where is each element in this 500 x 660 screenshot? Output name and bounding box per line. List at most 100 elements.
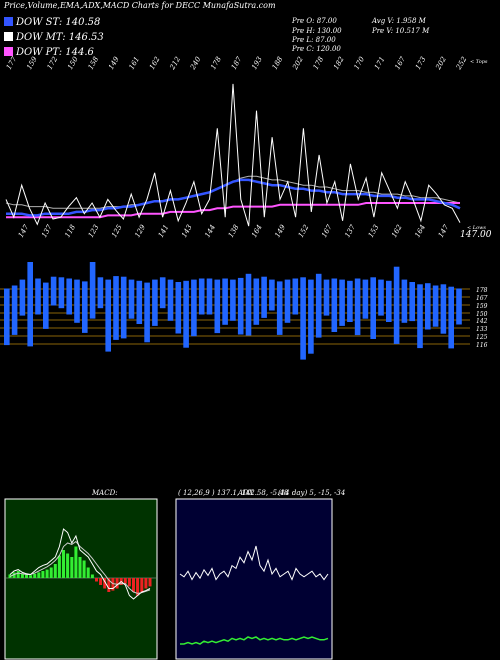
macd-histogram-bar [148,578,152,587]
volume-bar [206,278,213,315]
volume-tick-label: 178 [476,287,488,294]
top-tick-label: 202 [434,55,448,72]
stat-prev-open: Pre O: 87.00 [292,17,337,25]
low-tick-label: 153 [367,223,381,239]
top-tick-label: 159 [25,55,39,71]
volume-bar [401,279,408,323]
stat-prev-high: Pre H: 130.00 [292,27,342,35]
macd-signal-line [9,540,151,594]
volume-bar [198,278,205,315]
low-tick-label: 164 [413,223,427,239]
volume-bar [152,279,158,326]
volume-bar [261,276,267,318]
stat-prev-close: Pre C: 120.00 [292,45,341,53]
legend-label: DOW PT: 144.6 [16,47,94,58]
volume-bar [4,288,10,346]
macd-histogram-bar [111,578,115,591]
volume-bar [432,285,439,327]
low-tick-label: 125 [110,223,124,239]
volume-bar [222,278,228,325]
lows-side-label: < Lows [467,225,486,231]
volume-bar [136,280,143,324]
macd-histogram-bar [53,564,57,578]
volume-bar [89,262,96,319]
legend-item-dow-pt: DOW PT: 144.6 [4,47,94,59]
top-tick-label: 158 [87,55,101,71]
stat-prev-volume: Pre V: 10.517 M [372,27,430,35]
low-tick-label: 137 [343,223,357,239]
volume-tick-label: 125 [476,334,488,341]
volume-tick-label: 116 [476,342,488,349]
volume-bar [27,262,33,347]
volume-bar [237,277,244,335]
low-tick-label: 118 [63,223,77,239]
top-tick-label: 202 [291,55,305,72]
volume-bar [269,279,275,311]
top-tick-label: 173 [414,55,428,71]
macd-histogram-bar [103,578,107,589]
low-tick-label: 164 [250,223,264,239]
volume-bar [191,279,197,337]
macd-line [9,528,151,600]
macd-histogram-bar [107,578,111,592]
ema-long-line [6,202,460,219]
volume-bar [448,286,454,349]
volume-bar [43,282,49,329]
low-tick-label: 144 [203,223,217,239]
low-tick-label: 141 [157,223,171,239]
low-tick-label: 129 [133,223,147,239]
volume-bar [120,276,127,339]
macd-histogram-bar [45,569,49,578]
volume-bar [386,280,392,322]
macd-histogram-bar [140,578,144,592]
volume-bar [308,279,314,354]
volume-bar [339,279,345,326]
adx-params: (14 day) 5, -15, -34 [278,489,346,497]
volume-bar [456,288,462,325]
macd-histogram-bar [95,578,98,582]
macd-histogram-bar [86,567,90,578]
macd-histogram-bar [74,546,78,578]
volume-tick-label: 167 [476,295,488,302]
volume-bar [82,281,88,333]
macd-label: MACD: [92,489,118,497]
low-tick-label: 152 [297,223,311,239]
macd-histogram-bar [33,573,37,578]
volume-bar [245,273,252,336]
chart-title: Price,Volume,EMA,ADX,MACD Charts for DEC… [4,1,276,10]
macd-histogram-bar [16,571,20,578]
macd-histogram-bar [25,574,28,578]
volume-tick-label: 142 [476,318,488,325]
legend-swatch-blue [4,17,13,26]
price-line [5,83,461,227]
tops-side-label: < Tops [470,59,488,65]
top-tick-label: 187 [230,55,244,71]
macd-histogram-bar [115,578,119,589]
stat-avg-volume: Avg V: 1.958 M [372,17,426,25]
volume-bar [409,282,415,322]
low-tick-label: 123 [87,223,101,239]
macd-histogram-bar [78,557,82,578]
volume-bar [58,277,65,309]
macd-histogram-bar [37,572,41,578]
top-tick-label: 150 [66,55,80,71]
volume-bar [300,277,306,360]
volume-bar [113,276,119,340]
volume-bar [167,279,174,321]
plus-di-line [180,636,329,645]
volume-bar [393,266,400,344]
macd-histogram-bar [132,578,135,592]
price-label: 147.00 [460,230,492,240]
volume-bar [74,279,80,323]
legend-swatch-pink [4,47,13,56]
volume-bar [284,279,291,323]
volume-bar [175,282,182,334]
volume-bar [159,277,166,309]
low-tick-label: 167 [320,223,334,239]
macd-histogram-bar [49,567,53,578]
volume-tick-label: 150 [476,311,488,318]
volume-bar [276,281,283,335]
volume-bar [97,277,104,309]
